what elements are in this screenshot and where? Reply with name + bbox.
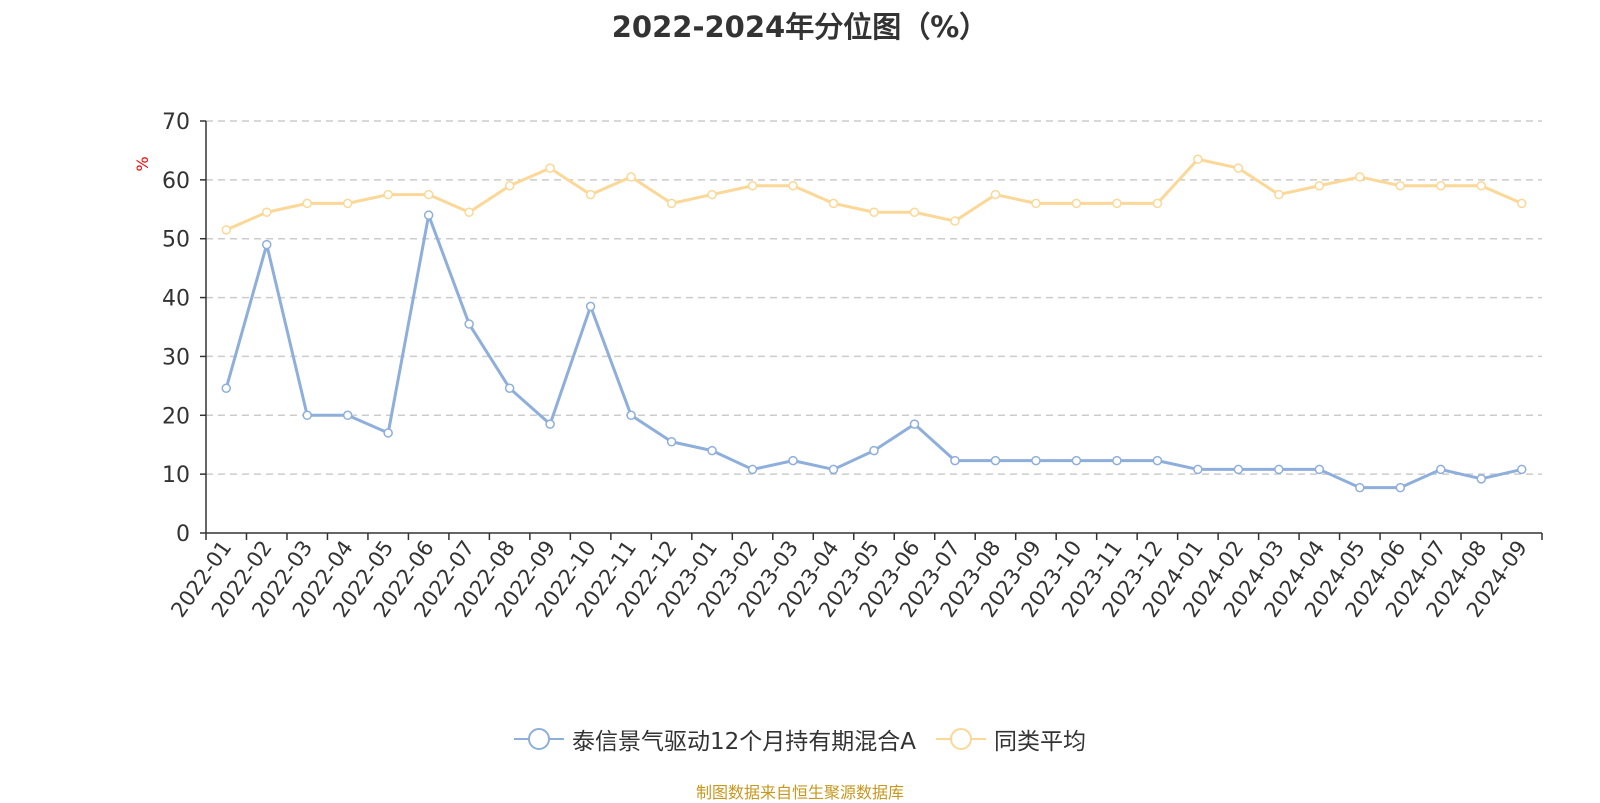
data-point (950, 455, 960, 466)
data-point (626, 172, 636, 182)
data-point (1274, 189, 1284, 200)
data-point (383, 428, 393, 438)
legend-label-fund: 泰信景气驱动12个月持有期混合A (571, 729, 916, 755)
data-point (1152, 198, 1163, 209)
data-point (423, 189, 434, 200)
data-point (747, 464, 758, 475)
data-point (1233, 464, 1244, 475)
data-point (504, 180, 515, 191)
data-point (342, 410, 353, 421)
legend: 泰信景气驱动12个月持有期混合A 同类平均 (0, 722, 1600, 756)
data-point (788, 180, 798, 191)
data-point (1355, 482, 1365, 493)
legend-item-average[interactable]: 同类平均 (936, 722, 1086, 756)
data-point (1031, 455, 1041, 466)
data-point (1193, 154, 1203, 165)
data-point (666, 437, 677, 447)
data-point (950, 216, 960, 226)
data-point (302, 410, 312, 421)
data-point (585, 189, 596, 200)
data-point (1436, 464, 1446, 475)
data-point (1152, 455, 1163, 466)
data-point (1517, 464, 1527, 475)
data-point (1476, 474, 1487, 484)
data-point (342, 198, 353, 209)
data-point (1193, 464, 1203, 475)
data-point (545, 163, 555, 173)
data-point (828, 198, 839, 209)
data-point (1071, 455, 1082, 466)
data-point (504, 383, 515, 393)
data-point (707, 445, 717, 456)
y-tick-label: 10 (162, 463, 190, 488)
data-point (990, 455, 1001, 466)
data-point (1112, 455, 1122, 466)
data-point (666, 198, 677, 209)
y-tick-label: 70 (162, 110, 190, 135)
y-axis-label: % (133, 156, 152, 171)
legend-item-fund[interactable]: 泰信景气驱动12个月持有期混合A (513, 722, 916, 756)
data-point (261, 207, 272, 217)
y-tick-label: 60 (162, 169, 190, 194)
data-point (788, 455, 798, 466)
data-point (464, 319, 474, 329)
data-point (1314, 464, 1325, 475)
data-point (1395, 482, 1406, 493)
y-tick-label: 0 (176, 522, 190, 547)
legend-line-icon (513, 726, 564, 752)
data-source-note: 制图数据来自恒生聚源数据库 (695, 783, 904, 802)
data-point (909, 207, 920, 217)
y-tick-label: 30 (162, 345, 190, 370)
data-point (869, 207, 879, 217)
data-point (1395, 180, 1406, 191)
data-point (464, 207, 474, 217)
data-point (747, 180, 758, 191)
data-point (1112, 198, 1122, 209)
y-tick-label: 20 (162, 404, 190, 429)
data-point (869, 445, 879, 456)
data-point (423, 210, 434, 220)
series-0 (221, 210, 1527, 493)
data-point (383, 189, 393, 200)
legend-label-average: 同类平均 (994, 729, 1086, 755)
legend-line-icon (936, 726, 986, 752)
data-point (1071, 198, 1082, 209)
y-tick-label: 40 (162, 287, 190, 312)
data-point (302, 198, 312, 209)
y-tick-label: 50 (162, 228, 190, 253)
data-point (626, 410, 636, 421)
data-point (707, 189, 717, 200)
data-point (1476, 180, 1487, 191)
data-point (585, 301, 596, 312)
data-point (1436, 180, 1446, 191)
data-point (828, 464, 839, 475)
data-point (990, 189, 1001, 200)
data-point (1274, 464, 1284, 475)
data-point (545, 419, 555, 429)
series-line (225, 157, 1523, 232)
data-point (221, 383, 231, 393)
data-point (1517, 198, 1527, 209)
chart-title: 2022-2024年分位图（%） (611, 10, 989, 44)
series-1 (221, 154, 1527, 235)
data-point (1031, 198, 1041, 209)
data-point (909, 419, 920, 429)
data-point (221, 225, 231, 235)
data-point (1355, 172, 1365, 182)
data-point (1233, 163, 1244, 173)
data-point (261, 239, 272, 250)
data-point (1314, 180, 1325, 191)
